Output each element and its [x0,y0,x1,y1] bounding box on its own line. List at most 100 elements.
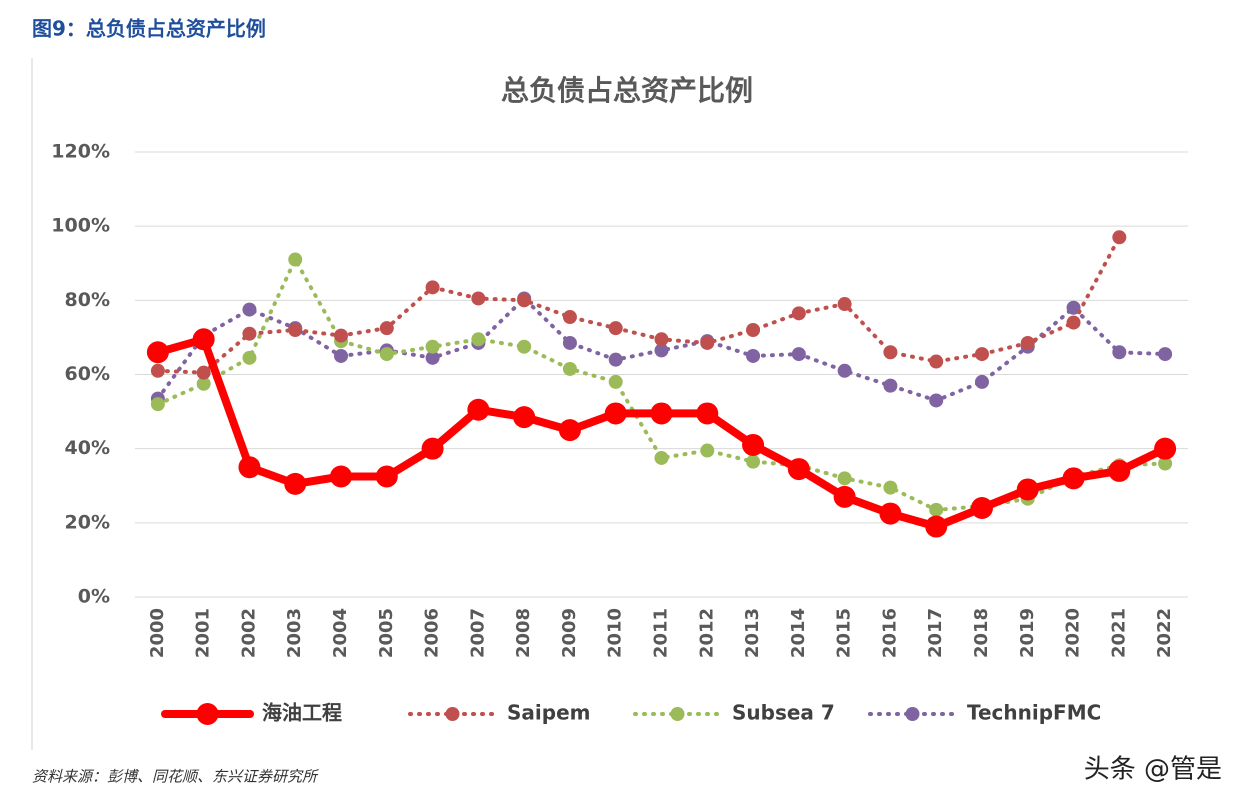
x-tick-label: 2001 [193,608,214,658]
point-marker [1112,345,1127,360]
point-marker [334,348,349,363]
point-marker [513,406,536,429]
point-marker [379,347,394,362]
point-marker [883,480,898,495]
y-tick-label: 0% [78,586,110,608]
x-tick-label: 2018 [971,608,992,658]
point-marker [833,485,856,508]
x-tick-label: 2014 [788,608,809,658]
x-tick-label: 2019 [1017,608,1038,658]
point-marker [746,454,761,469]
point-marker [150,363,165,378]
legend-marker [196,703,219,725]
point-marker [288,252,303,267]
x-tick-label: 2013 [742,608,763,658]
point-marker [150,397,165,412]
point-marker [1066,300,1081,315]
point-marker [879,502,902,525]
series-line [155,296,1168,403]
point-marker [1020,335,1035,350]
point-marker [1108,459,1131,482]
point-marker [837,471,852,486]
x-tick-label: 2003 [284,608,305,658]
point-marker [425,280,440,295]
point-marker [558,419,581,442]
point-marker [192,328,215,351]
y-tick-label: 40% [65,437,110,459]
point-marker [746,323,761,337]
point-marker [1112,230,1127,245]
legend-marker [445,707,460,721]
x-tick-label: 2022 [1154,608,1175,658]
point-marker [1158,347,1173,362]
y-tick-label: 100% [51,215,110,237]
point-marker [974,347,989,362]
point-marker [970,497,993,519]
point-marker [146,341,169,364]
point-marker [375,465,398,488]
point-marker [654,343,669,358]
point-marker [654,332,669,347]
x-tick-label: 2004 [330,608,351,658]
point-marker [196,365,211,380]
point-marker [562,310,577,325]
point-marker [746,348,761,363]
point-marker [700,335,715,350]
legend-marker [670,707,685,721]
point-marker [425,350,440,365]
point-marker [929,354,944,369]
point-marker [608,352,623,367]
series-line [153,335,1170,531]
x-tick-label: 2006 [422,608,443,658]
x-tick-label: 2008 [513,608,534,658]
point-marker [284,472,307,495]
point-marker [1154,437,1177,460]
x-tick-label: 2015 [834,608,855,658]
point-marker [238,456,261,479]
point-marker [696,402,719,425]
point-marker [242,326,257,341]
point-marker [1016,478,1039,501]
legend-marker [905,707,920,721]
point-marker [562,361,577,376]
point-marker [791,306,806,321]
point-marker [974,374,989,389]
x-tick-label: 2005 [376,608,397,658]
point-marker [654,450,669,465]
y-tick-label: 120% [51,141,110,163]
point-marker [379,321,394,336]
point-marker [467,398,490,421]
x-tick-label: 2009 [559,608,580,658]
x-tick-label: 2011 [651,608,672,658]
x-tick-label: 2007 [467,608,488,658]
point-marker [925,515,948,538]
x-tick-label: 2010 [605,608,626,658]
x-tick-label: 2002 [238,608,259,658]
point-marker [742,433,765,456]
point-marker [929,502,944,517]
chart-title: 总负债占总资产比例 [501,74,753,107]
point-marker [650,402,673,425]
point-marker [837,363,852,378]
point-marker [604,402,627,425]
legend-label: Saipem [507,701,590,725]
point-marker [608,374,623,389]
x-tick-label: 2021 [1108,608,1129,658]
point-marker [242,350,257,365]
y-tick-label: 60% [65,363,110,385]
watermark: 头条 @管是 [1084,755,1222,785]
point-marker [608,321,623,336]
point-marker [791,347,806,362]
legend-label: 海油工程 [262,701,342,725]
point-marker [883,345,898,360]
legend-label: Subsea 7 [732,701,835,725]
point-marker [837,297,852,312]
y-tick-label: 80% [65,289,110,311]
point-marker [517,293,532,308]
point-marker [883,378,898,393]
x-tick-label: 2000 [147,608,168,658]
point-marker [562,335,577,350]
point-marker [471,291,486,306]
